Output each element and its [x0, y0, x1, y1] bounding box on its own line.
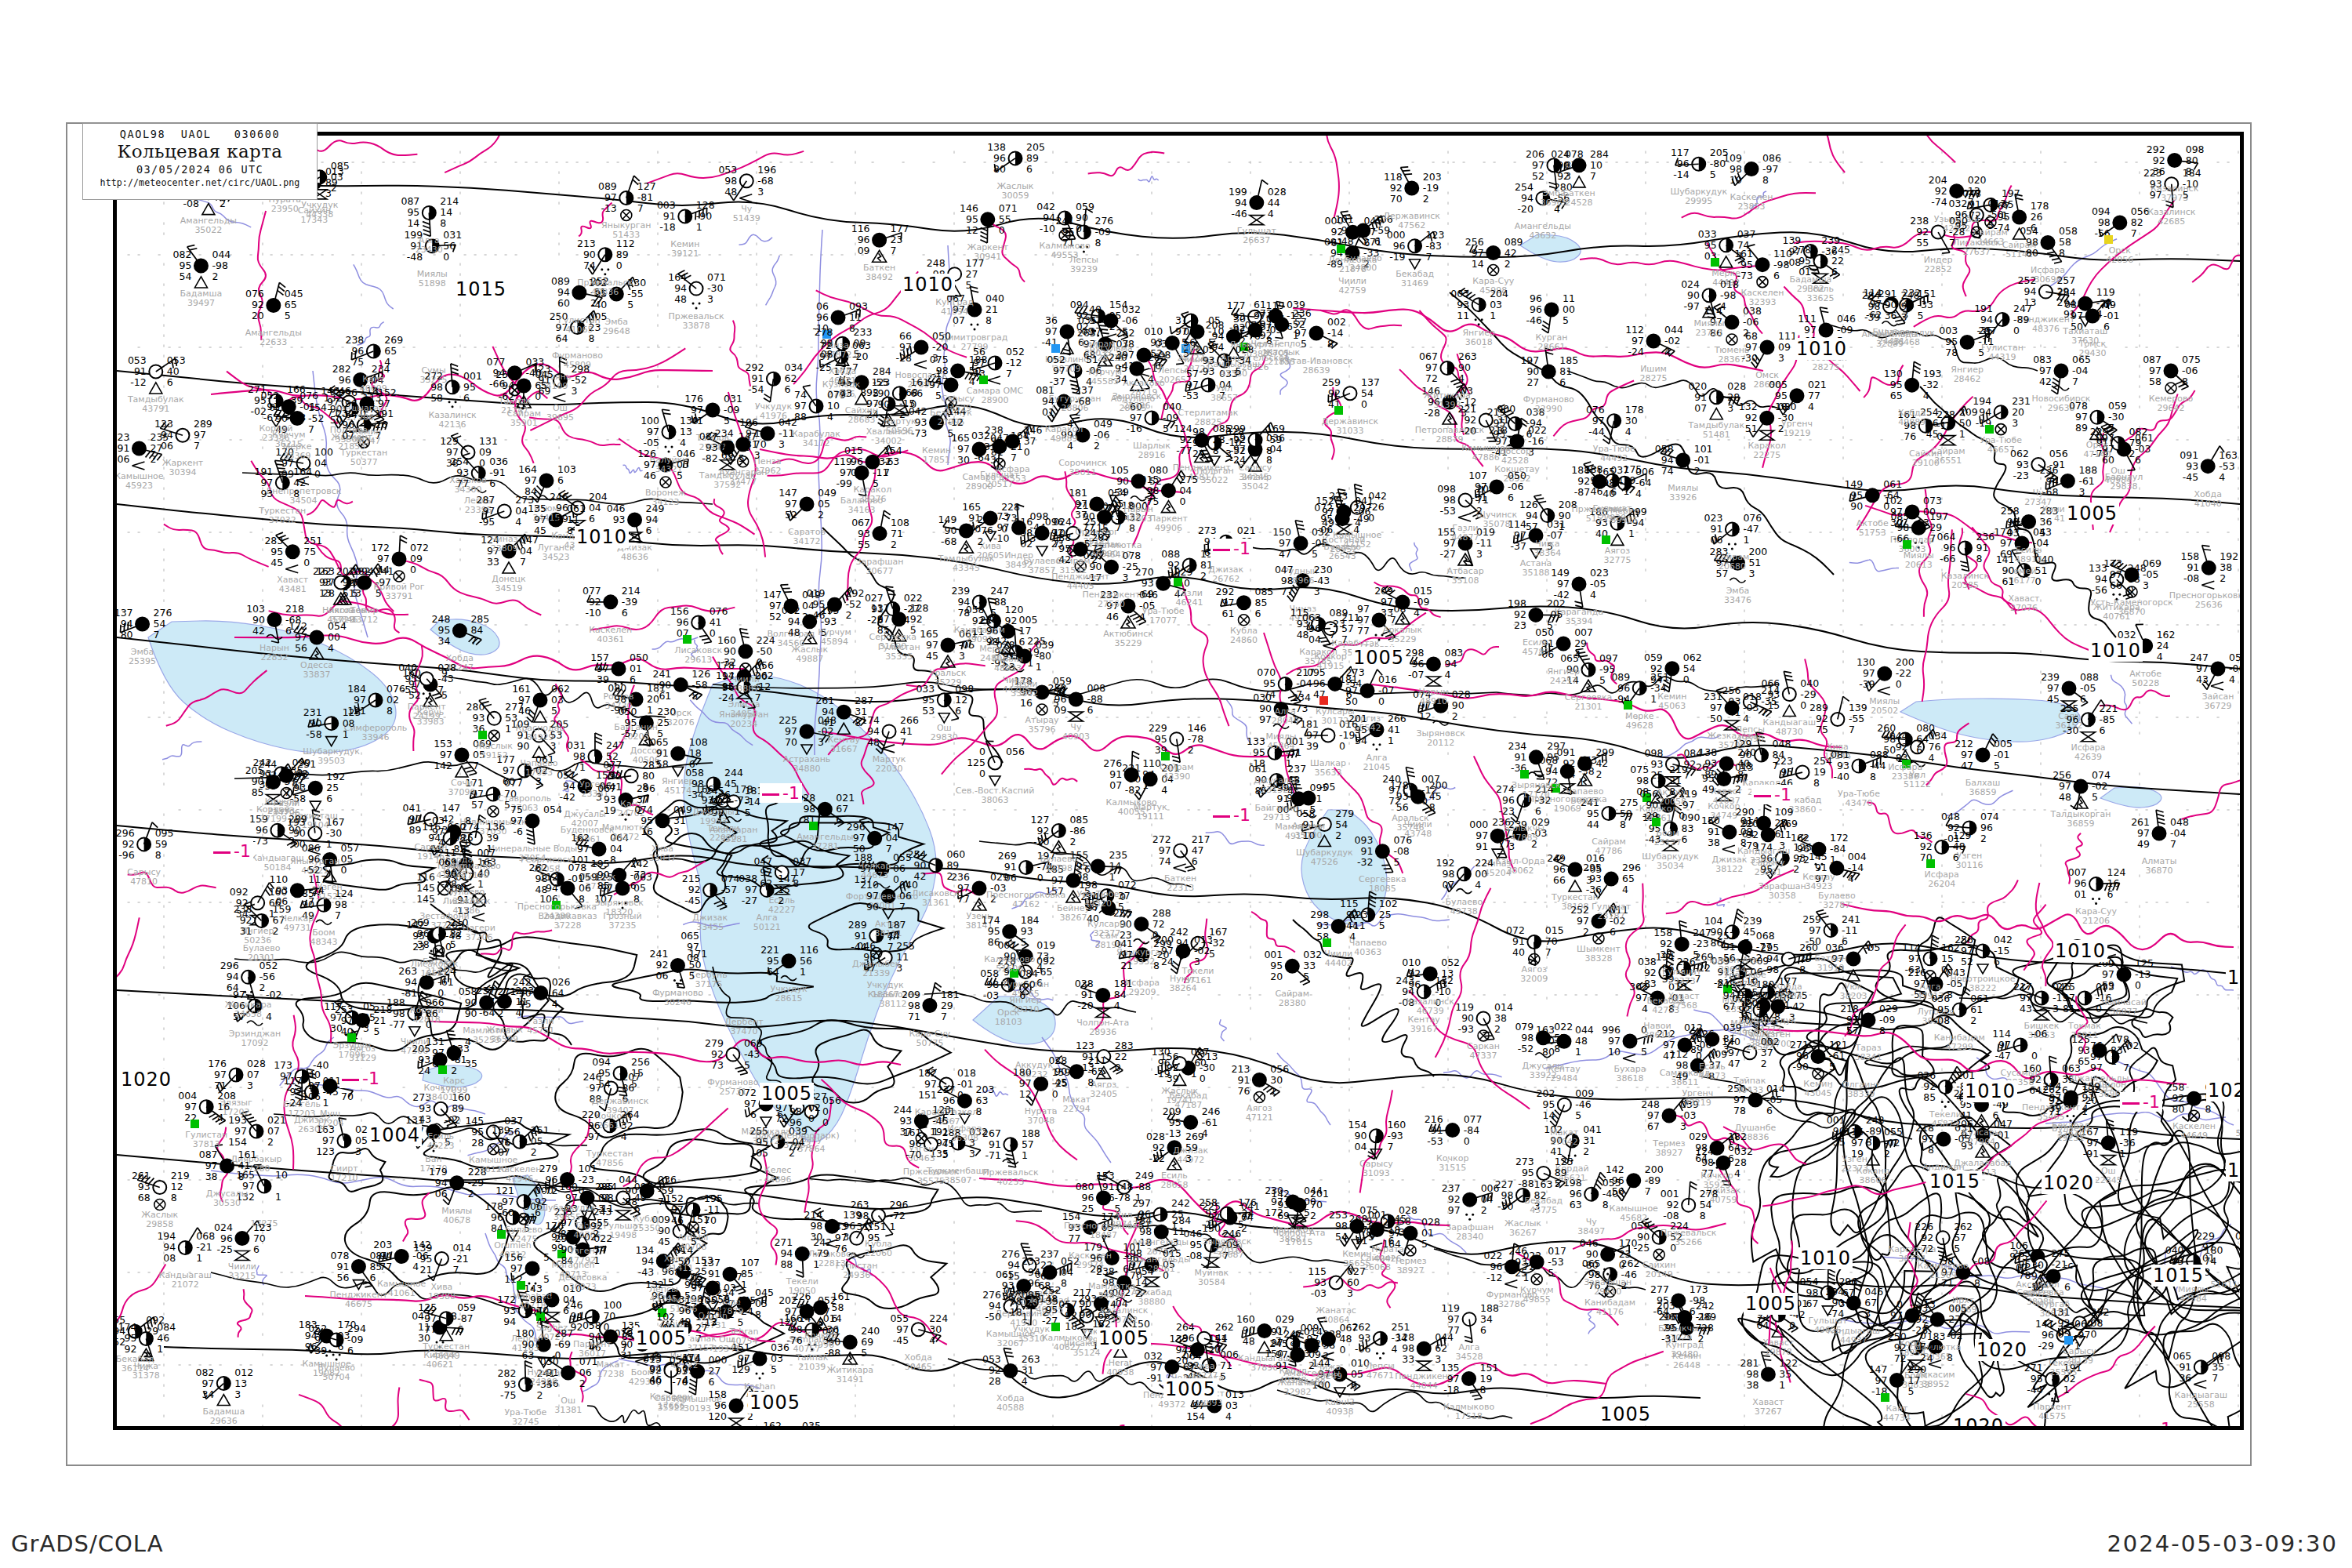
- footer-timestamp: 2024-05-03-09:30: [2107, 1530, 2338, 1557]
- map-inner-border: [113, 132, 2244, 1430]
- map-title: Кольцевая карта: [83, 141, 317, 162]
- footer-credit: GrADS/COLA: [11, 1530, 163, 1557]
- title-block: QAOL98 UAOL 030600 Кольцевая карта 03/05…: [82, 123, 318, 200]
- bulletin-header: QAOL98 UAOL 030600: [83, 128, 317, 140]
- source-url: http://meteocenter.net/circ/UAOL.png: [83, 177, 317, 188]
- map-datetime: 03/05/2024 06 UTC: [83, 163, 317, 176]
